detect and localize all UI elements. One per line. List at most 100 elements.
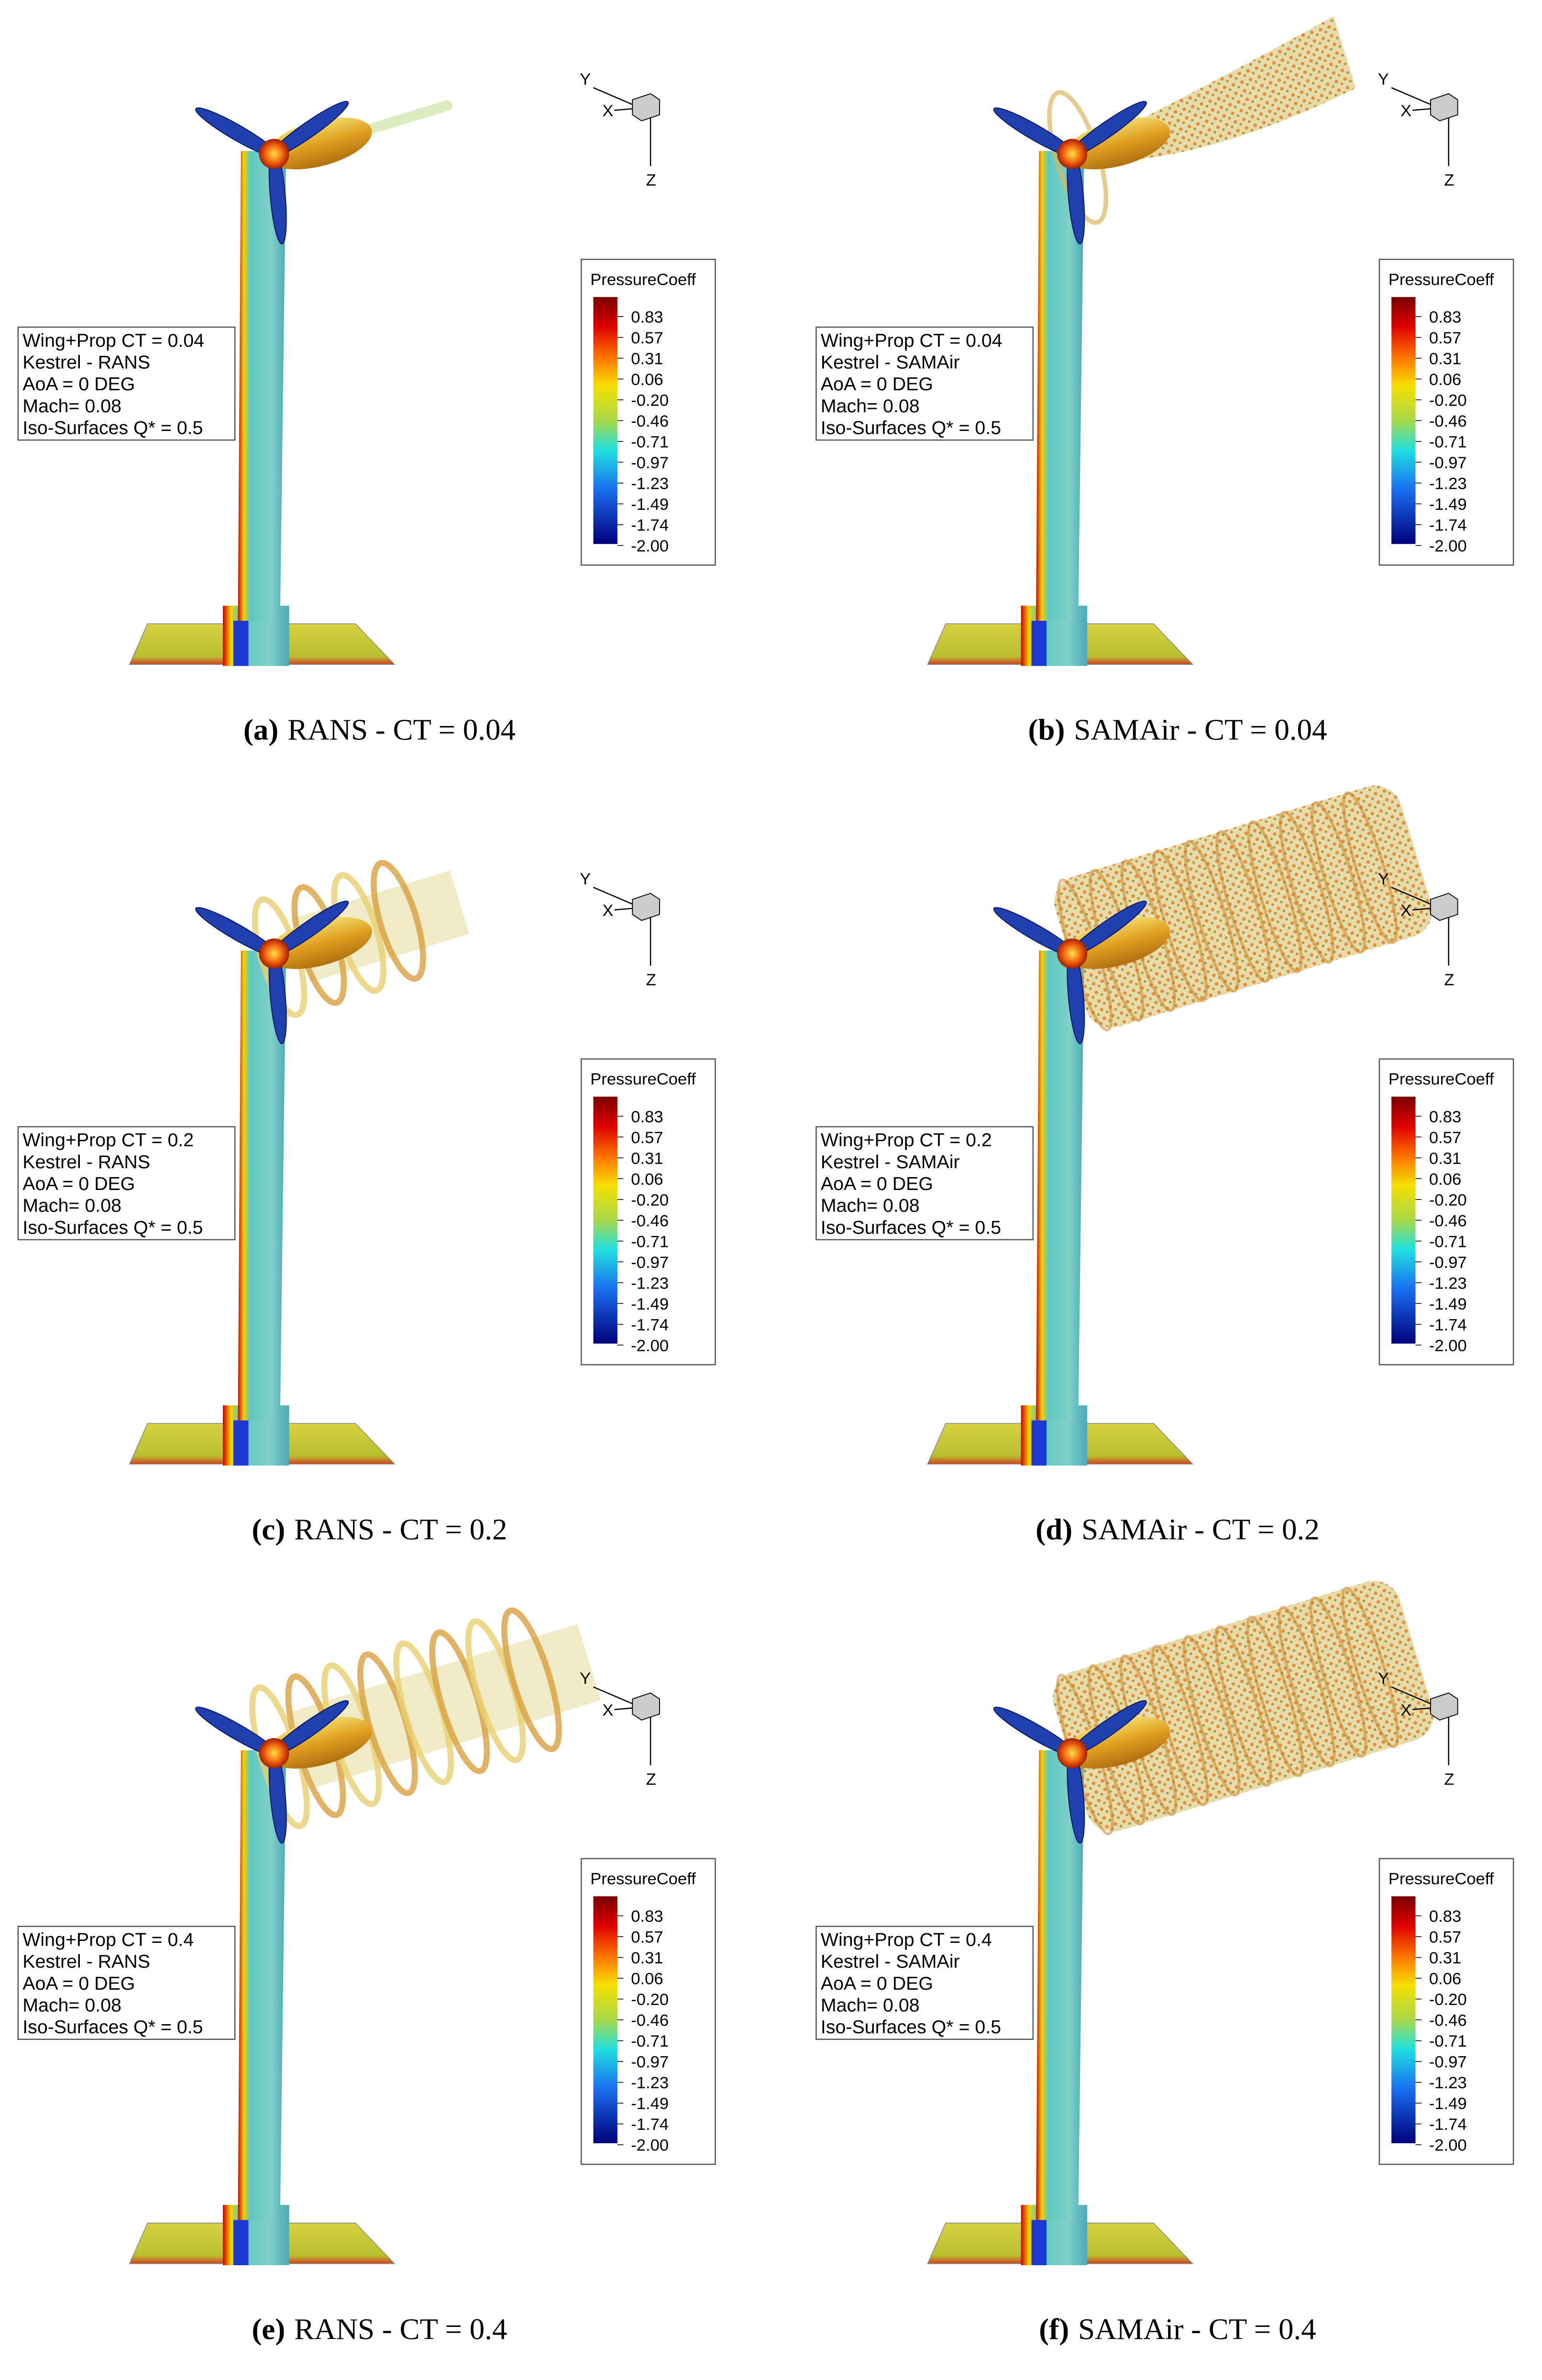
- colorbar-label: -0.46: [631, 1212, 669, 1230]
- colorbar-label: -1.49: [1429, 1295, 1467, 1313]
- colorbar-label: -0.97: [1429, 454, 1467, 472]
- colorbar-label: -0.71: [631, 2032, 669, 2050]
- info-line: AoA = 0 DEG: [821, 1973, 933, 1994]
- colorbar-label: 0.57: [1429, 329, 1461, 347]
- info-line: Wing+Prop CT = 0.2: [821, 1130, 992, 1151]
- colorbar-label: -2.00: [1429, 1337, 1467, 1355]
- info-line: AoA = 0 DEG: [22, 1973, 135, 1994]
- info-line: Iso-Surfaces Q* = 0.5: [22, 417, 203, 438]
- colorbar-label: -1.23: [1429, 2074, 1467, 2092]
- caption: (b) SAMAir - CT = 0.04: [1028, 713, 1327, 747]
- colorbar-label: 0.31: [1429, 350, 1461, 368]
- axis-y: [593, 87, 636, 107]
- caption: (c) RANS - CT = 0.2: [252, 1512, 507, 1546]
- colorbar-title: PressureCoeff: [1388, 271, 1494, 289]
- wake: [1054, 785, 1432, 1032]
- tower-base-stripe: [1031, 620, 1047, 666]
- info-box: [815, 1926, 1034, 2040]
- axis-label: Y: [580, 70, 591, 88]
- colorbar-label: -0.20: [1429, 1991, 1467, 2009]
- colorbar-label: -1.23: [631, 1274, 669, 1292]
- caption-label: (b): [1028, 713, 1065, 747]
- colorbar-label: -2.00: [1429, 537, 1467, 555]
- wake-ring: [1309, 1596, 1367, 1758]
- axis-label: Z: [1444, 971, 1454, 989]
- colorbar-label: -1.23: [1429, 1274, 1467, 1292]
- colorbar-label: 0.83: [631, 1108, 663, 1126]
- caption-text: SAMAir - CT = 0.2: [1081, 1512, 1320, 1546]
- colorbar-title: PressureCoeff: [590, 271, 696, 289]
- colorbar-label: -0.71: [631, 1233, 669, 1251]
- info-line: Mach= 0.08: [821, 1195, 920, 1216]
- info-box: [815, 326, 1034, 441]
- colorbar-label: -1.49: [631, 496, 669, 514]
- info-line: Kestrel - RANS: [22, 1951, 150, 1972]
- caption-text: RANS - CT = 0.04: [287, 713, 516, 747]
- colorbar-label: -0.46: [631, 2012, 669, 2030]
- axis-label: Z: [1444, 1771, 1454, 1789]
- colorbar: [593, 1896, 617, 2143]
- colorbar-label: -0.46: [1429, 412, 1467, 430]
- axis-label: Y: [1378, 1670, 1389, 1688]
- axis-label: X: [1400, 1701, 1411, 1719]
- wake-ring: [1214, 1625, 1273, 1787]
- wake-ring: [1342, 791, 1398, 945]
- colorbar-label: -0.71: [1429, 1233, 1467, 1251]
- axis-label: Y: [580, 1670, 591, 1688]
- colorbar-label: 0.83: [631, 309, 663, 327]
- colorbar-label: -1.74: [1429, 1316, 1467, 1334]
- colorbar: [593, 297, 617, 544]
- colorbar-label: 0.31: [1429, 1149, 1461, 1168]
- wake-plume: [1123, 16, 1356, 160]
- wake-ring: [1246, 1615, 1304, 1777]
- colorbar-label: -2.00: [631, 1337, 669, 1355]
- info-line: Iso-Surfaces Q* = 0.5: [821, 1217, 1001, 1238]
- nacelle: [266, 917, 372, 969]
- wake-ring: [1182, 1635, 1241, 1797]
- colorbar-label: -0.46: [1429, 2012, 1467, 2030]
- colorbar-label: 0.57: [1429, 1928, 1461, 1947]
- colorbar: [593, 1096, 617, 1344]
- axis-y: [1391, 1686, 1434, 1706]
- info-line: Kestrel - SAMAir: [821, 1151, 960, 1172]
- caption: (e) RANS - CT = 0.4: [252, 2312, 507, 2346]
- colorbar-label: -2.00: [1429, 2137, 1467, 2155]
- caption-label: (e): [252, 2312, 285, 2346]
- colorbar-label: -1.74: [1429, 2116, 1467, 2134]
- colorbar-label: 0.06: [631, 371, 663, 389]
- colorbar-label: 0.83: [1429, 1907, 1461, 1926]
- axis-label: X: [602, 102, 613, 120]
- info-line: Mach= 0.08: [22, 1994, 121, 2016]
- info-line: Wing+Prop CT = 0.2: [22, 1130, 194, 1151]
- info-line: AoA = 0 DEG: [22, 1173, 135, 1194]
- axis-label: X: [1400, 902, 1411, 920]
- hub: [1057, 938, 1088, 969]
- colorbar-label: -0.97: [631, 1254, 669, 1272]
- axis-y: [1391, 87, 1434, 107]
- caption-label: (a): [243, 713, 278, 747]
- colorbar-label: 0.06: [631, 1970, 663, 1988]
- axis-cube: [1430, 93, 1458, 121]
- info-line: Iso-Surfaces Q* = 0.5: [22, 1217, 203, 1238]
- info-box: [17, 1126, 236, 1241]
- info-line: Mach= 0.08: [821, 1994, 920, 2016]
- colorbar-title: PressureCoeff: [590, 1870, 696, 1888]
- nacelle: [1064, 117, 1170, 170]
- info-line: Iso-Surfaces Q* = 0.5: [22, 2016, 203, 2038]
- colorbar-label: 0.31: [1429, 1949, 1461, 1967]
- info-box: [17, 1926, 236, 2040]
- colorbar-label: -1.74: [631, 1316, 669, 1334]
- axis-label: X: [1400, 102, 1411, 120]
- nacelle: [266, 117, 372, 170]
- hub: [1057, 139, 1088, 169]
- colorbar-label: -0.97: [1429, 2053, 1467, 2071]
- axis-label: Z: [1444, 171, 1454, 189]
- info-box: [17, 326, 236, 441]
- colorbar-label: -0.20: [631, 392, 669, 410]
- colorbar-label: 0.31: [631, 350, 663, 368]
- info-line: Wing+Prop CT = 0.04: [22, 330, 204, 351]
- colorbar-label: 0.83: [1429, 309, 1461, 327]
